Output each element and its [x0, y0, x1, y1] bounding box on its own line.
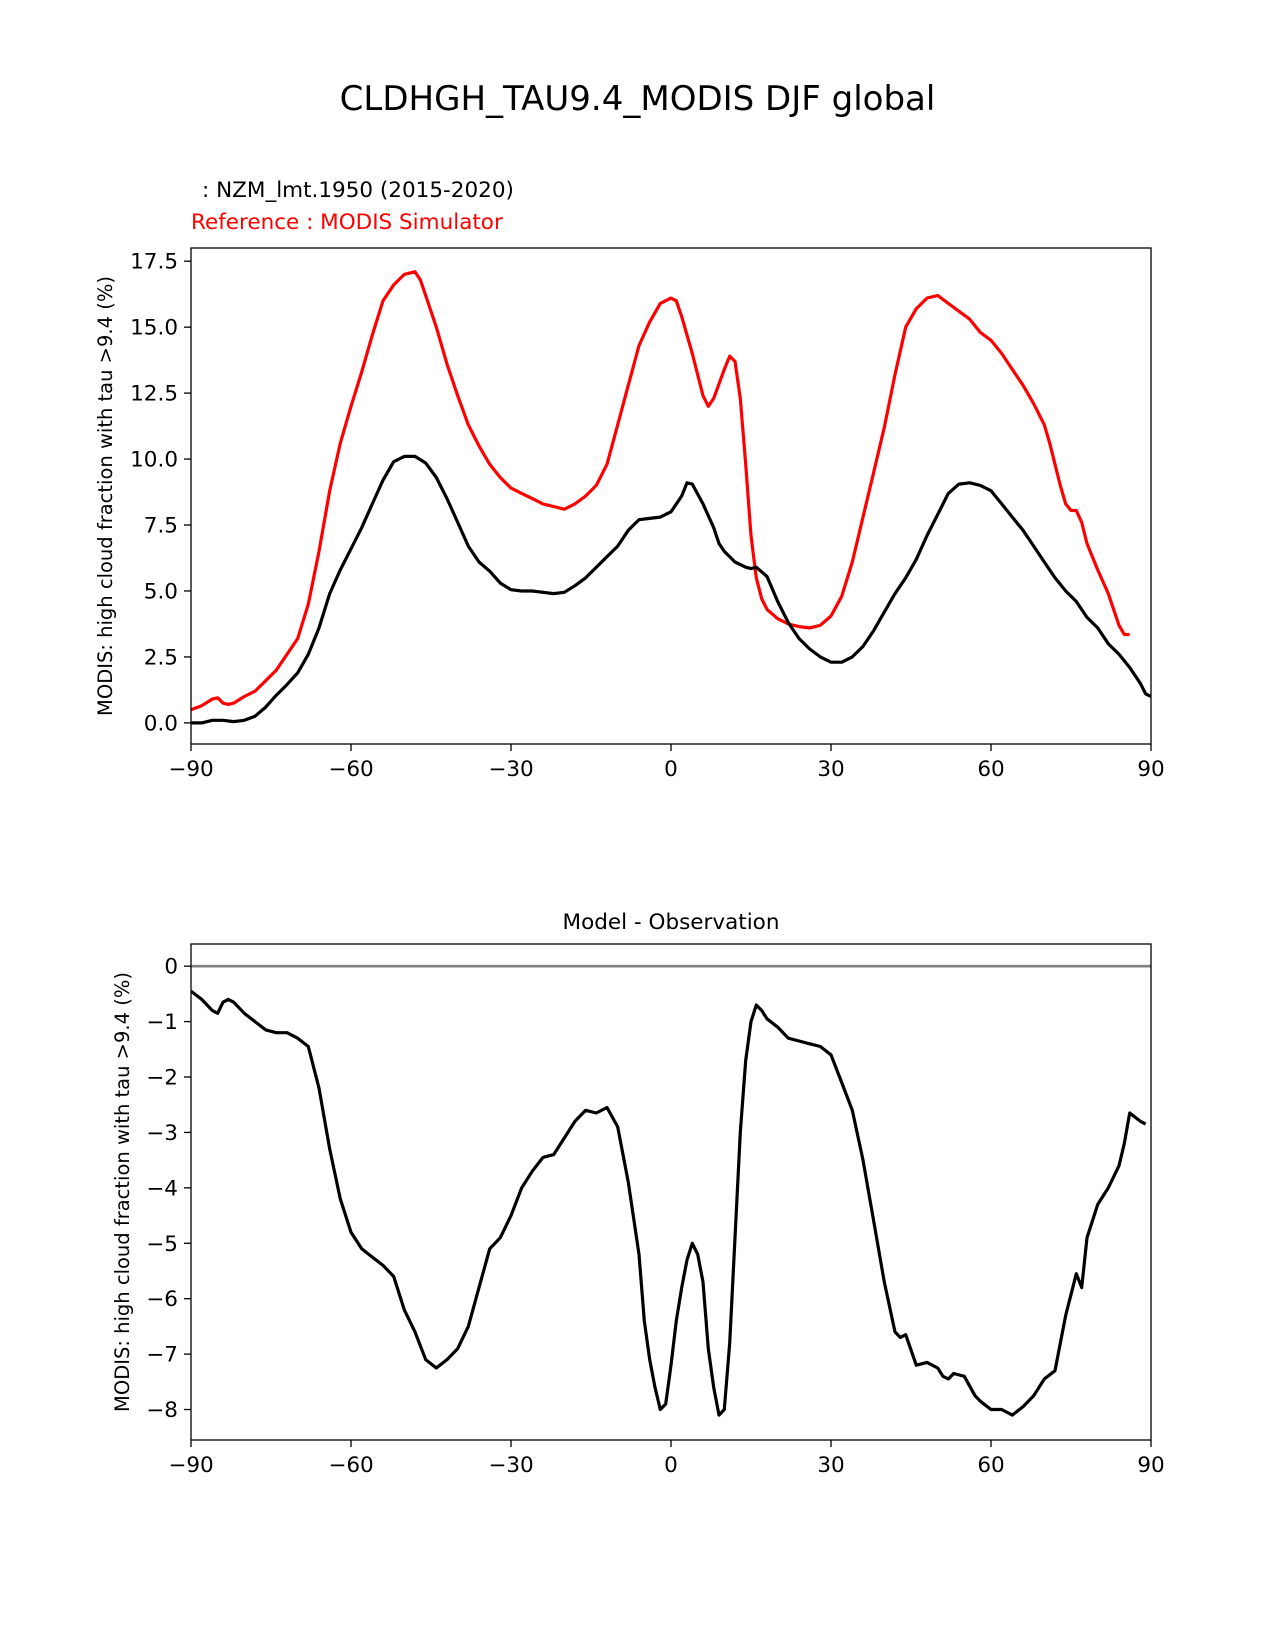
x-tick-label: 0	[664, 757, 678, 782]
y-tick-label: −7	[146, 1343, 178, 1368]
series-line	[191, 989, 1147, 1417]
x-tick-label: −30	[488, 1453, 533, 1478]
x-tick-label: 60	[977, 757, 1004, 782]
y-tick-label: 15.0	[130, 316, 178, 341]
top-y-axis-label: MODIS: high cloud fraction with tau >9.4…	[94, 276, 117, 716]
y-tick-label: 5.0	[144, 579, 178, 604]
x-tick-label: −60	[328, 757, 373, 782]
x-tick-label: 0	[664, 1453, 678, 1478]
x-tick-label: 60	[977, 1453, 1004, 1478]
bottom-series-layer	[191, 989, 1147, 1417]
x-tick-label: 30	[817, 757, 844, 782]
bottom-axes-frame	[190, 943, 1152, 1441]
y-tick-label: 7.5	[144, 514, 178, 539]
bottom-y-axis-ticks: 0 −1 −2 −3 −4 −5 −6 −7 −8	[146, 955, 191, 1423]
y-tick-label: 12.5	[130, 382, 178, 407]
y-tick-label: 10.0	[130, 448, 178, 473]
y-tick-label: −6	[146, 1287, 178, 1312]
x-tick-label: 90	[1137, 1453, 1164, 1478]
top-axes-frame	[190, 247, 1152, 745]
x-tick-label: −90	[168, 757, 213, 782]
figure-title: CLDHGH_TAU9.4_MODIS DJF global	[340, 79, 936, 119]
series-line	[191, 454, 1151, 725]
y-tick-label: 17.5	[130, 250, 178, 275]
y-tick-label: −2	[146, 1066, 178, 1091]
subtitle-test: : NZM_lmt.1950 (2015-2020)	[202, 178, 514, 203]
y-tick-label: 0.0	[144, 711, 178, 736]
y-tick-label: −4	[146, 1176, 178, 1201]
x-tick-label: −30	[488, 757, 533, 782]
y-tick-label: 0	[164, 955, 178, 980]
top-x-axis-ticks: −90 −60 −30 0 30 60 90	[168, 744, 1165, 782]
bottom-y-axis-label: MODIS: high cloud fraction with tau >9.4…	[111, 972, 134, 1412]
top-y-axis-ticks: 0.0 2.5 5.0 7.5 10.0 12.5 15.0 17.5	[130, 250, 191, 736]
bottom-panel: Model - Observation −90 −60 −30 0 30 60 90 0 −1…	[111, 910, 1165, 1478]
top-panel: −90 −60 −30 0 30 60 90 0.0 2.5 5.0 7.5 10.0 12.5 15.…	[94, 247, 1165, 782]
bottom-panel-title: Model - Observation	[563, 910, 780, 935]
y-tick-label: −3	[146, 1121, 178, 1146]
y-tick-label: −1	[146, 1010, 178, 1035]
x-tick-label: 30	[817, 1453, 844, 1478]
x-tick-label: 90	[1137, 757, 1164, 782]
y-tick-label: −8	[146, 1398, 178, 1423]
x-tick-label: −60	[328, 1453, 373, 1478]
y-tick-label: 2.5	[144, 645, 178, 670]
series-line	[191, 270, 1130, 712]
y-tick-label: −5	[146, 1232, 178, 1257]
x-tick-label: −90	[168, 1453, 213, 1478]
top-series-layer	[191, 270, 1151, 725]
bottom-x-axis-ticks: −90 −60 −30 0 30 60 90	[168, 1440, 1165, 1478]
subtitle-reference: Reference : MODIS Simulator	[191, 210, 503, 235]
